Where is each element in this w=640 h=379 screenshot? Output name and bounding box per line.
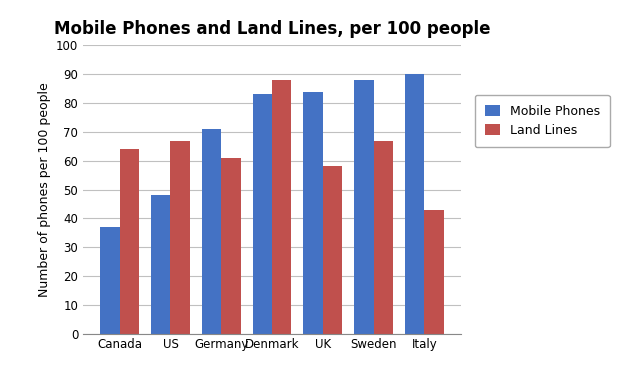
- Bar: [151, 195, 170, 334]
- Bar: [100, 227, 120, 334]
- Bar: [120, 149, 139, 334]
- Bar: [303, 92, 323, 334]
- Bar: [253, 94, 272, 334]
- Bar: [374, 141, 393, 334]
- Legend: Mobile Phones, Land Lines: Mobile Phones, Land Lines: [475, 95, 610, 147]
- Bar: [170, 141, 189, 334]
- Bar: [272, 80, 291, 334]
- Bar: [323, 166, 342, 334]
- Title: Mobile Phones and Land Lines, per 100 people: Mobile Phones and Land Lines, per 100 pe…: [54, 20, 490, 38]
- Y-axis label: Number of phones per 100 people: Number of phones per 100 people: [38, 82, 51, 297]
- Bar: [355, 80, 374, 334]
- Bar: [202, 129, 221, 334]
- Bar: [405, 74, 424, 334]
- Bar: [221, 158, 241, 334]
- Bar: [424, 210, 444, 334]
